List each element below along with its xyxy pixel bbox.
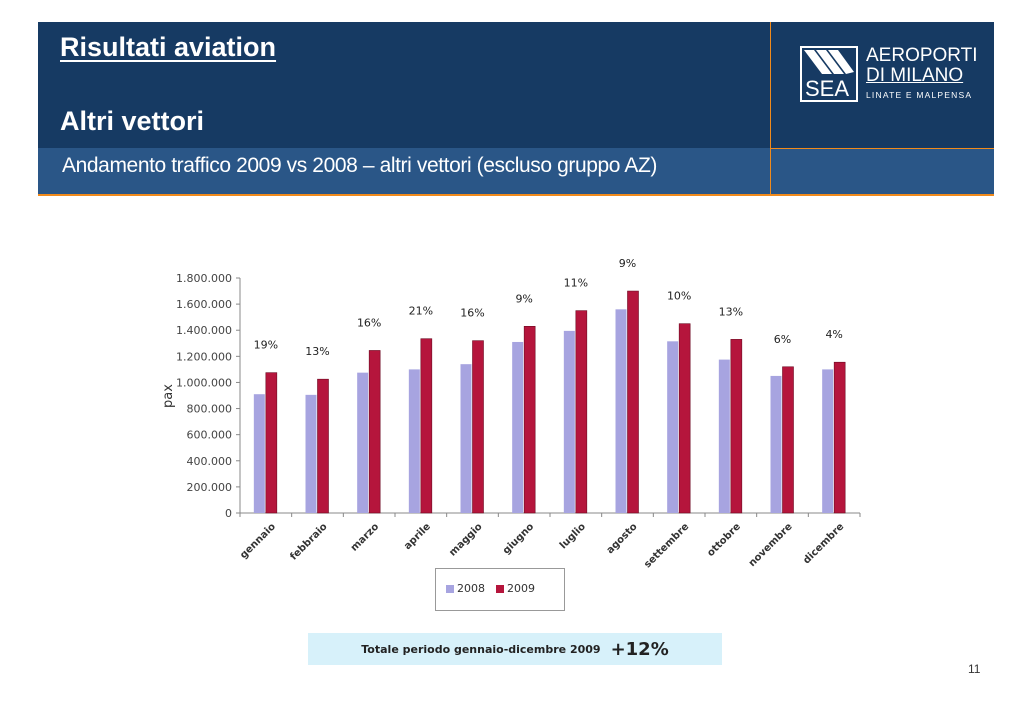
category-label: aprile <box>402 521 433 552</box>
section-heading: Andamento traffico 2009 vs 2008 – altri … <box>62 154 657 177</box>
total-label: Totale periodo gennaio-dicembre 2009 <box>361 642 601 656</box>
chart-legend: 2008 2009 <box>435 568 565 611</box>
y-tick-label: 1.200.000 <box>176 350 232 363</box>
y-tick-label: 400.000 <box>187 455 233 468</box>
legend-label-2009: 2009 <box>507 582 535 595</box>
y-tick-label: 800.000 <box>187 403 233 416</box>
brand-line-2: DI MILANO <box>866 65 964 86</box>
bar-2009 <box>523 326 536 514</box>
bar-2009 <box>265 372 278 514</box>
category-label: novembre <box>747 521 795 569</box>
y-tick-label: 200.000 <box>187 481 233 494</box>
growth-label: 19% <box>254 339 278 352</box>
bar-2009 <box>833 361 846 514</box>
sea-logo-mark: SEA <box>800 46 858 102</box>
y-axis-label: pax <box>161 384 176 408</box>
bar-2008 <box>615 309 627 513</box>
page-title: Risultati aviation <box>60 32 277 62</box>
growth-label: 4% <box>825 328 842 341</box>
page-subtitle: Altri vettori <box>60 106 205 136</box>
bar-2008 <box>718 359 730 513</box>
bar-2009 <box>368 350 381 514</box>
category-label: ottobre <box>705 521 743 559</box>
legend-swatch-2009 <box>496 584 504 593</box>
bar-2008 <box>305 394 317 513</box>
y-tick-label: 1.800.000 <box>176 272 232 285</box>
sea-logo-text: SEA <box>805 76 849 100</box>
header-banner: Risultati aviation Altri vettori Andamen… <box>38 22 994 196</box>
brand-tagline: LINATE E MALPENSA <box>866 90 973 100</box>
y-tick-label: 1.000.000 <box>176 376 232 389</box>
category-label: giugno <box>501 521 536 556</box>
bar-2009 <box>730 339 743 514</box>
bar-2009 <box>575 310 588 514</box>
bar-2008 <box>357 372 369 513</box>
growth-label: 11% <box>564 277 588 290</box>
growth-label: 16% <box>460 307 484 320</box>
bar-2008 <box>512 341 524 513</box>
bar-2009 <box>678 323 691 514</box>
header-divider <box>38 194 994 196</box>
category-label: marzo <box>349 521 381 553</box>
growth-label: 16% <box>357 316 381 329</box>
legend-label-2008: 2008 <box>457 582 485 595</box>
bar-2008 <box>770 375 782 513</box>
category-label: dicembre <box>801 521 846 566</box>
legend-item-2009: 2009 <box>496 582 535 595</box>
category-label: luglio <box>558 521 588 551</box>
growth-label: 13% <box>305 345 329 358</box>
bar-2008 <box>460 364 472 513</box>
bar-2009 <box>472 340 484 514</box>
category-label: agosto <box>605 521 640 556</box>
growth-label: 21% <box>409 305 433 318</box>
bar-2008 <box>408 369 420 513</box>
total-summary: Totale periodo gennaio-dicembre 2009 +12… <box>308 633 722 665</box>
growth-label: 13% <box>719 305 743 318</box>
legend-swatch-2008 <box>446 584 454 593</box>
page-number: 11 <box>968 662 981 676</box>
subheader-band <box>38 148 994 194</box>
growth-label: 9% <box>515 292 532 305</box>
total-value: +12% <box>610 638 669 660</box>
logo-divider <box>770 22 771 194</box>
bar-2008 <box>253 394 265 513</box>
category-label: febbraio <box>288 521 329 562</box>
bar-2009 <box>782 366 794 514</box>
bar-2009 <box>317 378 329 514</box>
y-tick-label: 0 <box>225 507 232 520</box>
growth-label: 10% <box>667 290 691 303</box>
y-tick-label: 1.600.000 <box>176 298 232 311</box>
y-tick-label: 600.000 <box>187 429 233 442</box>
category-label: settembre <box>642 521 691 570</box>
category-label: maggio <box>447 521 484 558</box>
legend-item-2008: 2008 <box>446 582 485 595</box>
growth-label: 6% <box>774 333 791 346</box>
y-tick-label: 1.400.000 <box>176 324 232 337</box>
bar-2008 <box>563 330 575 513</box>
bar-2008 <box>667 341 679 513</box>
logo-band-divider <box>770 148 994 149</box>
growth-label: 9% <box>619 257 636 270</box>
category-label: gennaio <box>238 521 278 561</box>
bar-2009 <box>627 290 639 514</box>
bar-2009 <box>420 338 433 514</box>
bar-2008 <box>822 369 834 513</box>
brand-line-1: AEROPORTI <box>866 45 978 66</box>
